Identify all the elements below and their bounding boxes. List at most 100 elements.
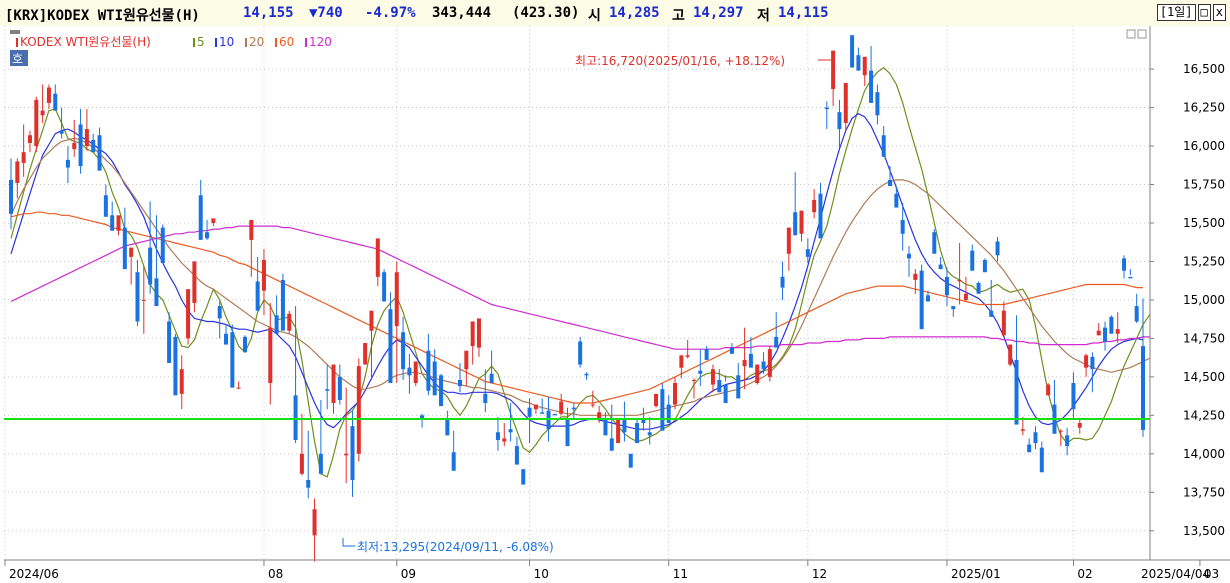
- candle: [489, 350, 494, 384]
- candle: [1115, 312, 1120, 344]
- candle-body: [84, 129, 89, 147]
- candle-body: [584, 373, 589, 376]
- candle: [34, 96, 39, 153]
- candle-body: [1071, 383, 1076, 410]
- candle-body: [103, 195, 108, 217]
- x-tick-label: 08: [268, 567, 283, 581]
- candle-body: [647, 432, 652, 436]
- candle: [230, 324, 235, 388]
- x-tick-label: 02: [1077, 567, 1092, 581]
- candle-body: [1065, 435, 1070, 447]
- y-tick-label: 15,500: [1183, 216, 1225, 230]
- candle-body: [938, 264, 943, 270]
- candle-body: [236, 387, 241, 389]
- candle: [578, 336, 583, 368]
- candle: [970, 244, 975, 271]
- legend-swatch: [16, 38, 18, 47]
- candle-body: [982, 259, 987, 273]
- candle-body: [249, 219, 254, 240]
- change-percent: -4.97%: [365, 5, 416, 21]
- candle: [1141, 298, 1145, 437]
- candle-body: [1122, 258, 1127, 271]
- candle-body: [15, 161, 20, 183]
- candle: [565, 407, 570, 447]
- candle: [413, 361, 418, 387]
- candle-body: [685, 355, 690, 357]
- candle: [40, 84, 45, 123]
- candle-body: [761, 361, 766, 370]
- candle-body: [261, 259, 266, 291]
- candle: [46, 84, 51, 110]
- candle-body: [1008, 344, 1013, 365]
- candle-body: [660, 389, 665, 431]
- candle: [483, 369, 488, 413]
- candle: [660, 383, 665, 431]
- candle: [1014, 315, 1019, 425]
- candle: [1008, 344, 1013, 367]
- ticker-name: [KRX]KODEX WTI원유선물(H): [5, 8, 200, 24]
- candle: [255, 256, 260, 311]
- candle: [375, 238, 380, 287]
- candle-body: [458, 379, 463, 387]
- candle-body: [1020, 429, 1025, 431]
- candle: [426, 333, 431, 396]
- close-icon[interactable]: x: [1212, 4, 1226, 21]
- candle-body: [483, 393, 488, 404]
- candle: [451, 430, 456, 471]
- candle-body: [793, 212, 798, 236]
- candle: [470, 321, 475, 365]
- candle: [318, 399, 323, 474]
- candle-body: [635, 423, 640, 444]
- candle: [331, 364, 336, 414]
- candle: [748, 336, 753, 368]
- period-button[interactable]: [1일]: [1156, 4, 1196, 21]
- y-tick-label: 14,500: [1183, 370, 1225, 384]
- candle: [944, 267, 949, 307]
- candle: [224, 324, 229, 345]
- candle: [521, 469, 526, 485]
- gridlines: [4, 26, 1201, 560]
- candle: [293, 306, 298, 444]
- candle-body: [356, 366, 361, 454]
- candle-body: [552, 413, 557, 416]
- candlestick-chart[interactable]: 14,22614,155(-4.97%)최고:16,720(2025/01/16…: [0, 26, 1230, 583]
- candle-body: [122, 227, 127, 270]
- candle: [350, 410, 355, 497]
- candle: [369, 310, 374, 380]
- candle-body: [736, 375, 741, 399]
- legend-ma-label: 60: [279, 35, 294, 49]
- candle-body: [679, 355, 684, 368]
- candle: [900, 202, 905, 251]
- candle-body: [293, 395, 298, 440]
- candle-body: [805, 249, 810, 257]
- high-label: 고: [672, 8, 685, 24]
- candle-body: [729, 347, 734, 354]
- candle-body: [464, 350, 469, 370]
- candle: [445, 410, 450, 436]
- candle: [679, 355, 684, 379]
- candle: [597, 406, 602, 424]
- candle: [704, 346, 709, 360]
- ma-line-60: [10, 211, 1143, 404]
- candle-body: [167, 321, 172, 364]
- candle-body: [723, 384, 728, 404]
- candle: [167, 312, 172, 364]
- candle-body: [312, 509, 317, 536]
- candle: [1039, 441, 1044, 473]
- candle: [249, 219, 254, 277]
- legend-ma-swatch: [215, 38, 217, 47]
- candle: [818, 182, 823, 239]
- y-tick-label: 14,000: [1183, 447, 1225, 461]
- candle: [420, 413, 425, 428]
- candle-body: [1141, 346, 1145, 430]
- candle: [666, 395, 671, 424]
- open-label: 시: [588, 8, 601, 24]
- maximize-icon[interactable]: □: [1197, 4, 1211, 21]
- candle-body: [337, 376, 342, 400]
- candle-body: [597, 412, 602, 420]
- candle: [647, 416, 652, 445]
- candle-body: [205, 232, 210, 239]
- price-change: ▼740: [309, 5, 343, 21]
- candle: [1128, 269, 1133, 279]
- candle: [1103, 321, 1108, 351]
